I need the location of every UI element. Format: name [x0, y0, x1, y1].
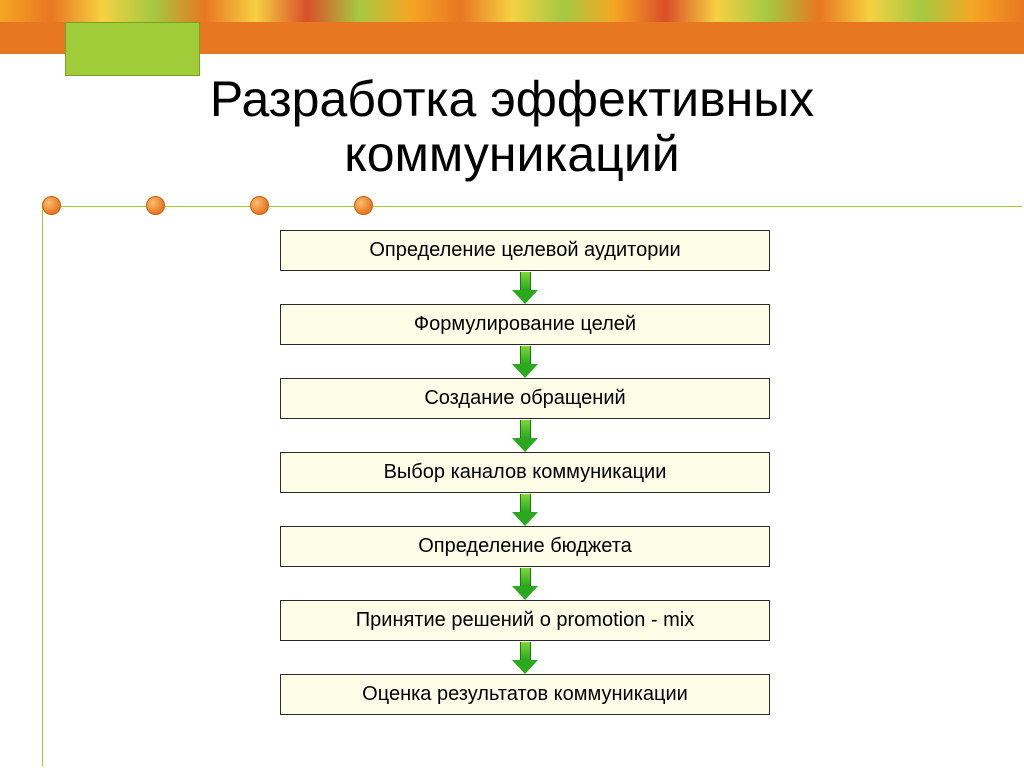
flow-step: Принятие решений о promotion - mix	[280, 600, 770, 641]
arrow-down-icon	[514, 271, 536, 304]
dot-icon	[354, 196, 373, 215]
title-line-2: коммуникаций	[344, 126, 679, 182]
dot-icon	[146, 196, 165, 215]
flow-step: Определение целевой аудитории	[280, 230, 770, 271]
page-title: Разработка эффективных коммуникаций	[0, 72, 1024, 182]
green-tab-accent	[65, 22, 200, 76]
arrow-down-icon	[514, 493, 536, 526]
flow-step: Создание обращений	[280, 378, 770, 419]
arrow-down-icon	[514, 567, 536, 600]
flow-step: Оценка результатов коммуникации	[280, 674, 770, 715]
dot-icon	[250, 196, 269, 215]
decorative-top-banner	[0, 0, 1024, 22]
arrow-down-icon	[514, 641, 536, 674]
title-line-1: Разработка эффективных	[210, 71, 814, 127]
flow-step: Определение бюджета	[280, 526, 770, 567]
flow-step: Выбор каналов коммуникации	[280, 452, 770, 493]
flowchart: Определение целевой аудитории Формулиров…	[280, 230, 770, 715]
decorative-dots	[42, 196, 373, 215]
axis-vertical	[42, 206, 43, 766]
arrow-down-icon	[514, 419, 536, 452]
flow-step: Формулирование целей	[280, 304, 770, 345]
arrow-down-icon	[514, 345, 536, 378]
dot-icon	[42, 196, 61, 215]
orange-header-bar	[0, 22, 1024, 54]
